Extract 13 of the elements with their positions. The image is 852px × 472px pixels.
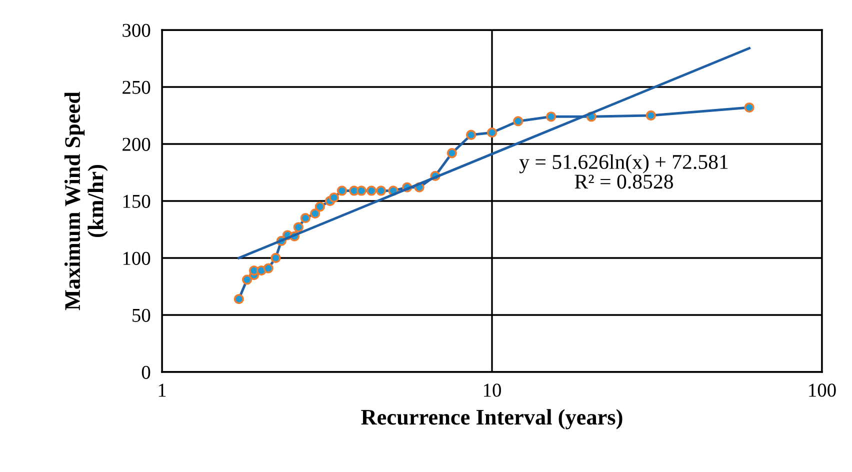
x-tick-label: 1: [158, 384, 166, 397]
y-axis-title: Maximum Wind Speed (km/hr): [64, 92, 108, 310]
y-tick-label: 0: [142, 366, 150, 379]
x-axis-title: Recurrence Interval (years): [361, 409, 622, 430]
y-tick-label: 300: [122, 24, 150, 37]
y-tick-label: 100: [123, 252, 150, 265]
x-tick-label: 100: [809, 384, 836, 397]
y-tick-label: 50: [132, 308, 150, 322]
annotation: y = 51.626ln(x) + 72.581 R² = 0.8528: [519, 154, 728, 189]
x-tick-label: 10: [484, 384, 501, 397]
y-tick-label: 250: [122, 80, 150, 94]
y-tick-label: 200: [122, 138, 150, 151]
y-tick-label: 150: [123, 194, 150, 208]
